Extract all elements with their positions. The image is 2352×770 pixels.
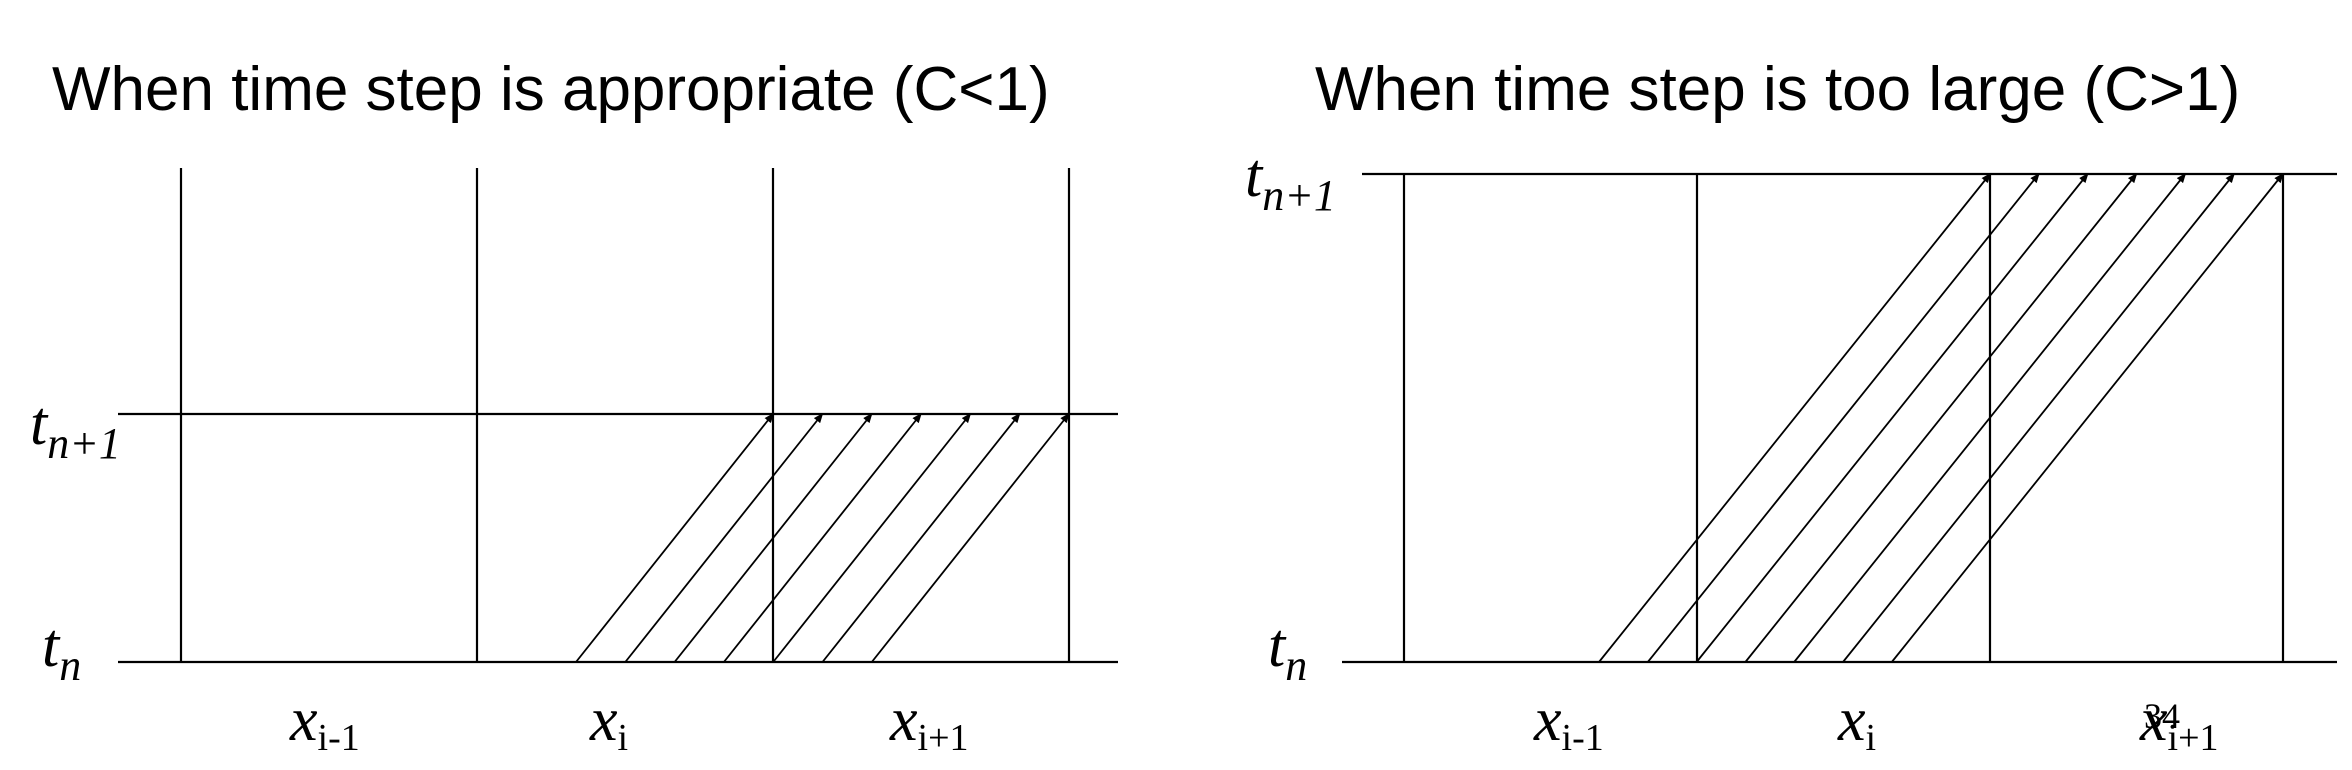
time-label-upper: tn+1 — [30, 390, 121, 468]
characteristic-arrow — [1647, 172, 2040, 663]
characteristic-arrow — [1744, 172, 2138, 663]
characteristic-arrow — [1695, 172, 2089, 663]
panel-appropriate-timestep: When time step is appropriate (C<1) tn+1… — [30, 55, 1118, 759]
characteristic-arrow — [673, 412, 873, 663]
time-label-upper: tn+1 — [1245, 142, 1336, 220]
panel-title: When time step is too large (C>1) — [1315, 55, 2240, 124]
x-label-i-1: xi-1 — [289, 686, 360, 759]
x-label-i+1: xi+1 — [2139, 686, 2219, 759]
x-label-i-1: xi-1 — [1533, 686, 1604, 759]
panel-too-large-timestep: When time step is too large (C>1) tn+1 t… — [1245, 55, 2337, 759]
panel-title: When time step is appropriate (C<1) — [52, 55, 1050, 124]
characteristic-arrow — [575, 412, 774, 663]
characteristic-arrow — [1793, 172, 2187, 663]
characteristic-arrow — [1891, 172, 2284, 663]
characteristic-arrows — [1598, 172, 2284, 663]
characteristic-arrow — [1598, 172, 1991, 663]
characteristic-arrow — [821, 412, 1021, 663]
time-label-lower: tn — [42, 612, 81, 690]
characteristic-arrow — [723, 412, 922, 663]
x-label-i: xi — [589, 686, 628, 759]
time-label-lower: tn — [1268, 612, 1307, 690]
page-number: 34 — [2144, 696, 2180, 736]
characteristic-arrow — [871, 412, 1070, 663]
characteristic-arrow — [1842, 172, 2235, 663]
x-label-i+1: xi+1 — [889, 686, 969, 759]
characteristic-arrows — [575, 412, 1070, 663]
x-label-i: xi — [1837, 686, 1876, 759]
characteristic-arrow — [624, 412, 824, 663]
characteristic-arrow — [772, 412, 972, 663]
